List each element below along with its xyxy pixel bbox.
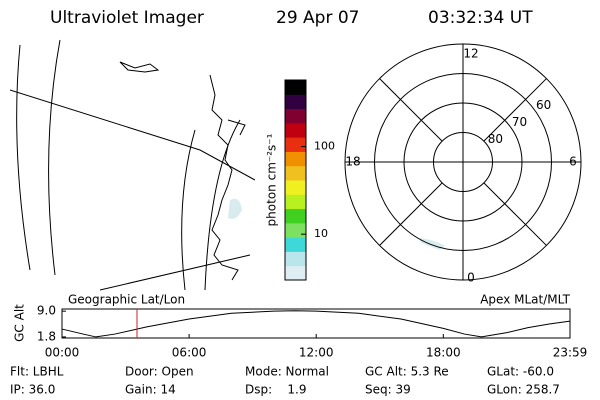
diagonal [379, 78, 443, 142]
info-text: Dsp: 1.9 [245, 383, 307, 397]
diagonal [483, 182, 547, 246]
emission [228, 198, 242, 219]
tick-label: 10 [314, 227, 328, 240]
map [10, 39, 255, 291]
info-text: Gain: 14 [125, 383, 176, 397]
r-tick-label: 60 [536, 98, 551, 112]
map-grid [181, 129, 196, 291]
color-segment [285, 251, 306, 267]
info-text: Flt: LBHL [10, 365, 64, 379]
theta-tick-label: 12 [463, 47, 478, 61]
colorbar-frame [284, 79, 307, 281]
color-segment [285, 237, 306, 252]
info-text: Seq: 39 [365, 383, 411, 397]
color-segment [285, 208, 306, 224]
x-tick-label: 00:00 [45, 346, 80, 360]
color-segment [285, 222, 306, 238]
r-tick-label: 80 [488, 132, 503, 146]
map-grid [10, 89, 255, 181]
color-segment [285, 180, 306, 195]
r-tick-label: 70 [512, 115, 527, 129]
map-grid [48, 39, 61, 276]
coastline [209, 74, 239, 281]
color-segment [285, 80, 306, 95]
theta-tick-label: 18 [345, 155, 360, 169]
diagonal [483, 78, 547, 142]
color-segment [285, 108, 306, 124]
coastline [227, 119, 246, 136]
info-text: Mode: Normal [245, 365, 329, 379]
coastline [119, 61, 160, 73]
info-text: IP: 36.0 [10, 383, 55, 397]
date: 29 Apr 07 [276, 8, 359, 28]
map-label: Geographic Lat/Lon [68, 293, 185, 307]
x-tick-label: 12:00 [299, 346, 334, 360]
color-segment [285, 151, 306, 167]
info-text: GLat: -60.0 [487, 365, 554, 379]
info-text: Door: Open [125, 365, 194, 379]
plot-frame [61, 308, 571, 339]
x-tick-label: 06:00 [172, 346, 207, 360]
x-tick-label: 18:00 [426, 346, 461, 360]
polar-label: Apex MLat/MLT [480, 293, 570, 307]
tick-label: 100 [314, 140, 335, 153]
color-segment [285, 137, 306, 152]
map-grid [204, 119, 241, 291]
theta-tick-label: 6 [569, 155, 577, 169]
theta-tick-label: 0 [467, 271, 475, 285]
diagonal [379, 182, 443, 246]
y-tick-label: 9.0 [37, 304, 56, 318]
x-tick-label: 23:59 [553, 346, 588, 360]
color-segment [285, 122, 306, 138]
color-segment [285, 265, 306, 281]
color-segment [285, 165, 306, 181]
title: Ultraviolet Imager [50, 8, 204, 28]
info-text: GLon: 258.7 [487, 383, 560, 397]
colorbar-label: photon cm⁻²s⁻¹ [265, 133, 279, 226]
info-text: GC Alt: 5.3 Re [365, 365, 449, 379]
time: 03:32:34 UT [428, 8, 533, 28]
map-grid [16, 44, 31, 271]
color-segment [285, 94, 306, 110]
color-segment [285, 194, 306, 210]
map-grid [99, 254, 251, 291]
y-axis-label: GC Alt [13, 304, 27, 342]
y-tick-label: 1.8 [37, 329, 56, 343]
altitude-line [61, 310, 571, 338]
